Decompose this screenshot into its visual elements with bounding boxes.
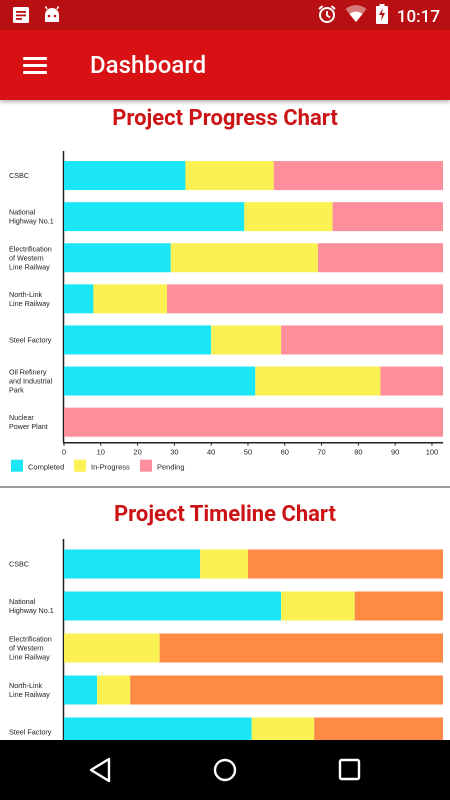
legend-label: In-Progress [91, 463, 130, 472]
bar-segment[interactable] [64, 407, 443, 437]
message-icon [12, 6, 30, 28]
category-label: CSBC [9, 171, 29, 180]
bar-segment[interactable] [273, 161, 443, 191]
android-icon [42, 6, 62, 28]
home-button[interactable] [195, 740, 255, 800]
x-tick-label: 60 [281, 448, 289, 457]
recent-apps-button[interactable] [320, 740, 380, 800]
navigation-bar [0, 740, 450, 800]
legend-label: Completed [28, 463, 64, 472]
bar-segment[interactable] [64, 366, 256, 396]
category-label: North-Link Line Railway [9, 681, 50, 699]
x-tick-label: 100 [426, 448, 439, 457]
bar-segment[interactable] [244, 202, 333, 232]
project-timeline-chart: CSBC National Highway No.1 Electrification o… [9, 539, 443, 741]
bar-segment[interactable] [159, 633, 443, 663]
project-timeline-card: Project Timeline Chart CSBC National Highw… [0, 490, 450, 740]
recent-apps-icon [338, 758, 361, 781]
dashboard-content[interactable]: Project Progress Chart CSBC National Highw… [0, 100, 450, 740]
x-tick-label: 50 [244, 448, 252, 457]
bar-segment[interactable] [170, 243, 318, 273]
home-icon [213, 758, 237, 782]
bar-segment[interactable] [167, 284, 444, 314]
category-label: North-Link Line Railway [9, 290, 50, 308]
legend-label: Pending [157, 463, 185, 472]
bar-segment[interactable] [251, 717, 315, 741]
category-label: Nuclear Power Plant [9, 413, 48, 431]
legend-swatch [11, 459, 23, 472]
bar-segment[interactable] [64, 591, 282, 621]
bar-segment[interactable] [64, 161, 186, 191]
bar-segment[interactable] [64, 675, 98, 705]
bar-segment[interactable] [93, 284, 168, 314]
bar-segment[interactable] [64, 202, 245, 232]
x-tick-label: 70 [317, 448, 325, 457]
status-bar: 10:17 [0, 0, 450, 30]
bar-segment[interactable] [64, 325, 212, 355]
project-progress-chart: CSBC National Highway No.1 Electrification o… [9, 151, 444, 472]
bar-segment[interactable] [64, 549, 201, 579]
x-tick-label: 0 [62, 448, 66, 457]
app-title: Dashboard [90, 51, 207, 79]
x-tick-label: 40 [207, 448, 215, 457]
bar-segment[interactable] [354, 591, 443, 621]
bar-segment[interactable] [314, 717, 443, 741]
x-tick-label: 90 [391, 448, 399, 457]
bar-segment[interactable] [211, 325, 282, 355]
legend-swatch [74, 459, 86, 472]
bar-segment[interactable] [281, 591, 355, 621]
x-tick-label: 20 [133, 448, 141, 457]
category-label: Steel Factory [9, 728, 52, 737]
x-tick-label: 80 [354, 448, 362, 457]
bar-segment[interactable] [317, 243, 443, 273]
bar-segment[interactable] [64, 633, 160, 663]
bar-segment[interactable] [200, 549, 248, 579]
category-label: Oil Refinery and Industrial Park [9, 368, 53, 395]
hamburger-icon [23, 56, 47, 60]
section-divider [0, 486, 450, 488]
category-label: Steel Factory [9, 335, 52, 344]
bar-segment[interactable] [255, 366, 381, 396]
bar-segment[interactable] [64, 717, 252, 741]
legend-swatch [140, 459, 152, 472]
timeline-chart-title: Project Timeline Chart [114, 502, 336, 527]
hamburger-menu-button[interactable] [18, 50, 52, 80]
bar-segment[interactable] [332, 202, 443, 232]
back-button[interactable] [70, 740, 130, 800]
bar-segment[interactable] [64, 284, 94, 314]
bar-segment[interactable] [130, 675, 443, 705]
x-tick-label: 10 [97, 448, 105, 457]
category-label: CSBC [9, 560, 29, 569]
bar-segment[interactable] [97, 675, 131, 705]
status-time: 10:17 [396, 6, 440, 27]
app-bar: Dashboard [0, 30, 450, 100]
bar-segment[interactable] [281, 325, 443, 355]
progress-chart-title: Project Progress Chart [112, 106, 338, 131]
category-label: Electrification of Western Line Railway [9, 244, 52, 271]
alarm-icon [317, 4, 337, 29]
bar-segment[interactable] [64, 243, 171, 273]
category-label: Electrification of Western Line Railway [9, 635, 52, 662]
project-progress-card: Project Progress Chart CSBC National Highw… [0, 100, 450, 488]
category-label: National Highway No.1 [9, 208, 54, 226]
wifi-icon [345, 5, 367, 28]
bar-segment[interactable] [380, 366, 443, 396]
back-icon [89, 757, 111, 783]
battery-icon [375, 4, 389, 29]
x-tick-label: 30 [170, 448, 178, 457]
bar-segment[interactable] [185, 161, 274, 191]
category-label: National Highway No.1 [9, 597, 54, 615]
bar-segment[interactable] [247, 549, 443, 579]
